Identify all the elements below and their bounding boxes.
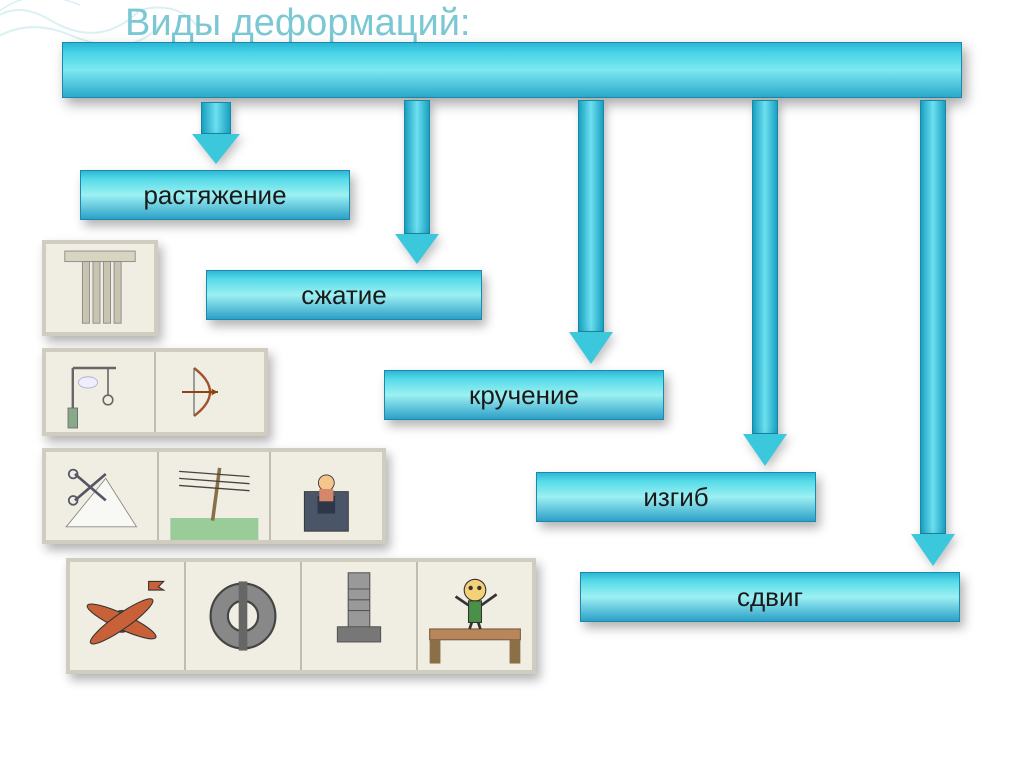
- category-box-0: растяжение: [80, 170, 350, 220]
- main-header-bar: [62, 42, 962, 98]
- category-box-2: кручение: [384, 370, 664, 420]
- arrow-shaft-0: [201, 102, 231, 134]
- illustration-cell: [46, 352, 156, 432]
- illustration-cell: [46, 244, 154, 332]
- arrow-head-1: [395, 234, 439, 264]
- arrow-shaft-3: [752, 100, 778, 434]
- category-label: сдвиг: [737, 582, 803, 613]
- category-label: изгиб: [643, 482, 708, 513]
- illustration-cell: [46, 452, 159, 540]
- illustration-box-2: [42, 448, 386, 544]
- arrow-head-0: [192, 134, 240, 164]
- page-title: Виды деформаций:: [125, 2, 471, 45]
- illustration-cell: [418, 562, 532, 670]
- category-box-1: сжатие: [206, 270, 482, 320]
- arrow-shaft-2: [578, 100, 604, 332]
- illustration-box-0: [42, 240, 158, 336]
- category-label: растяжение: [143, 180, 286, 211]
- illustration-cell: [302, 562, 418, 670]
- illustration-cell: [159, 452, 272, 540]
- arrow-head-3: [743, 434, 787, 466]
- category-label: сжатие: [301, 280, 386, 311]
- arrow-shaft-1: [404, 100, 430, 234]
- arrow-head-2: [569, 332, 613, 364]
- category-box-3: изгиб: [536, 472, 816, 522]
- arrow-shaft-4: [920, 100, 946, 534]
- arrow-head-4: [911, 534, 955, 566]
- illustration-cell: [186, 562, 302, 670]
- illustration-box-1: [42, 348, 268, 436]
- illustration-cell: [70, 562, 186, 670]
- illustration-box-3: [66, 558, 536, 674]
- illustration-cell: [156, 352, 264, 432]
- illustration-cell: [271, 452, 382, 540]
- category-box-4: сдвиг: [580, 572, 960, 622]
- category-label: кручение: [469, 380, 579, 411]
